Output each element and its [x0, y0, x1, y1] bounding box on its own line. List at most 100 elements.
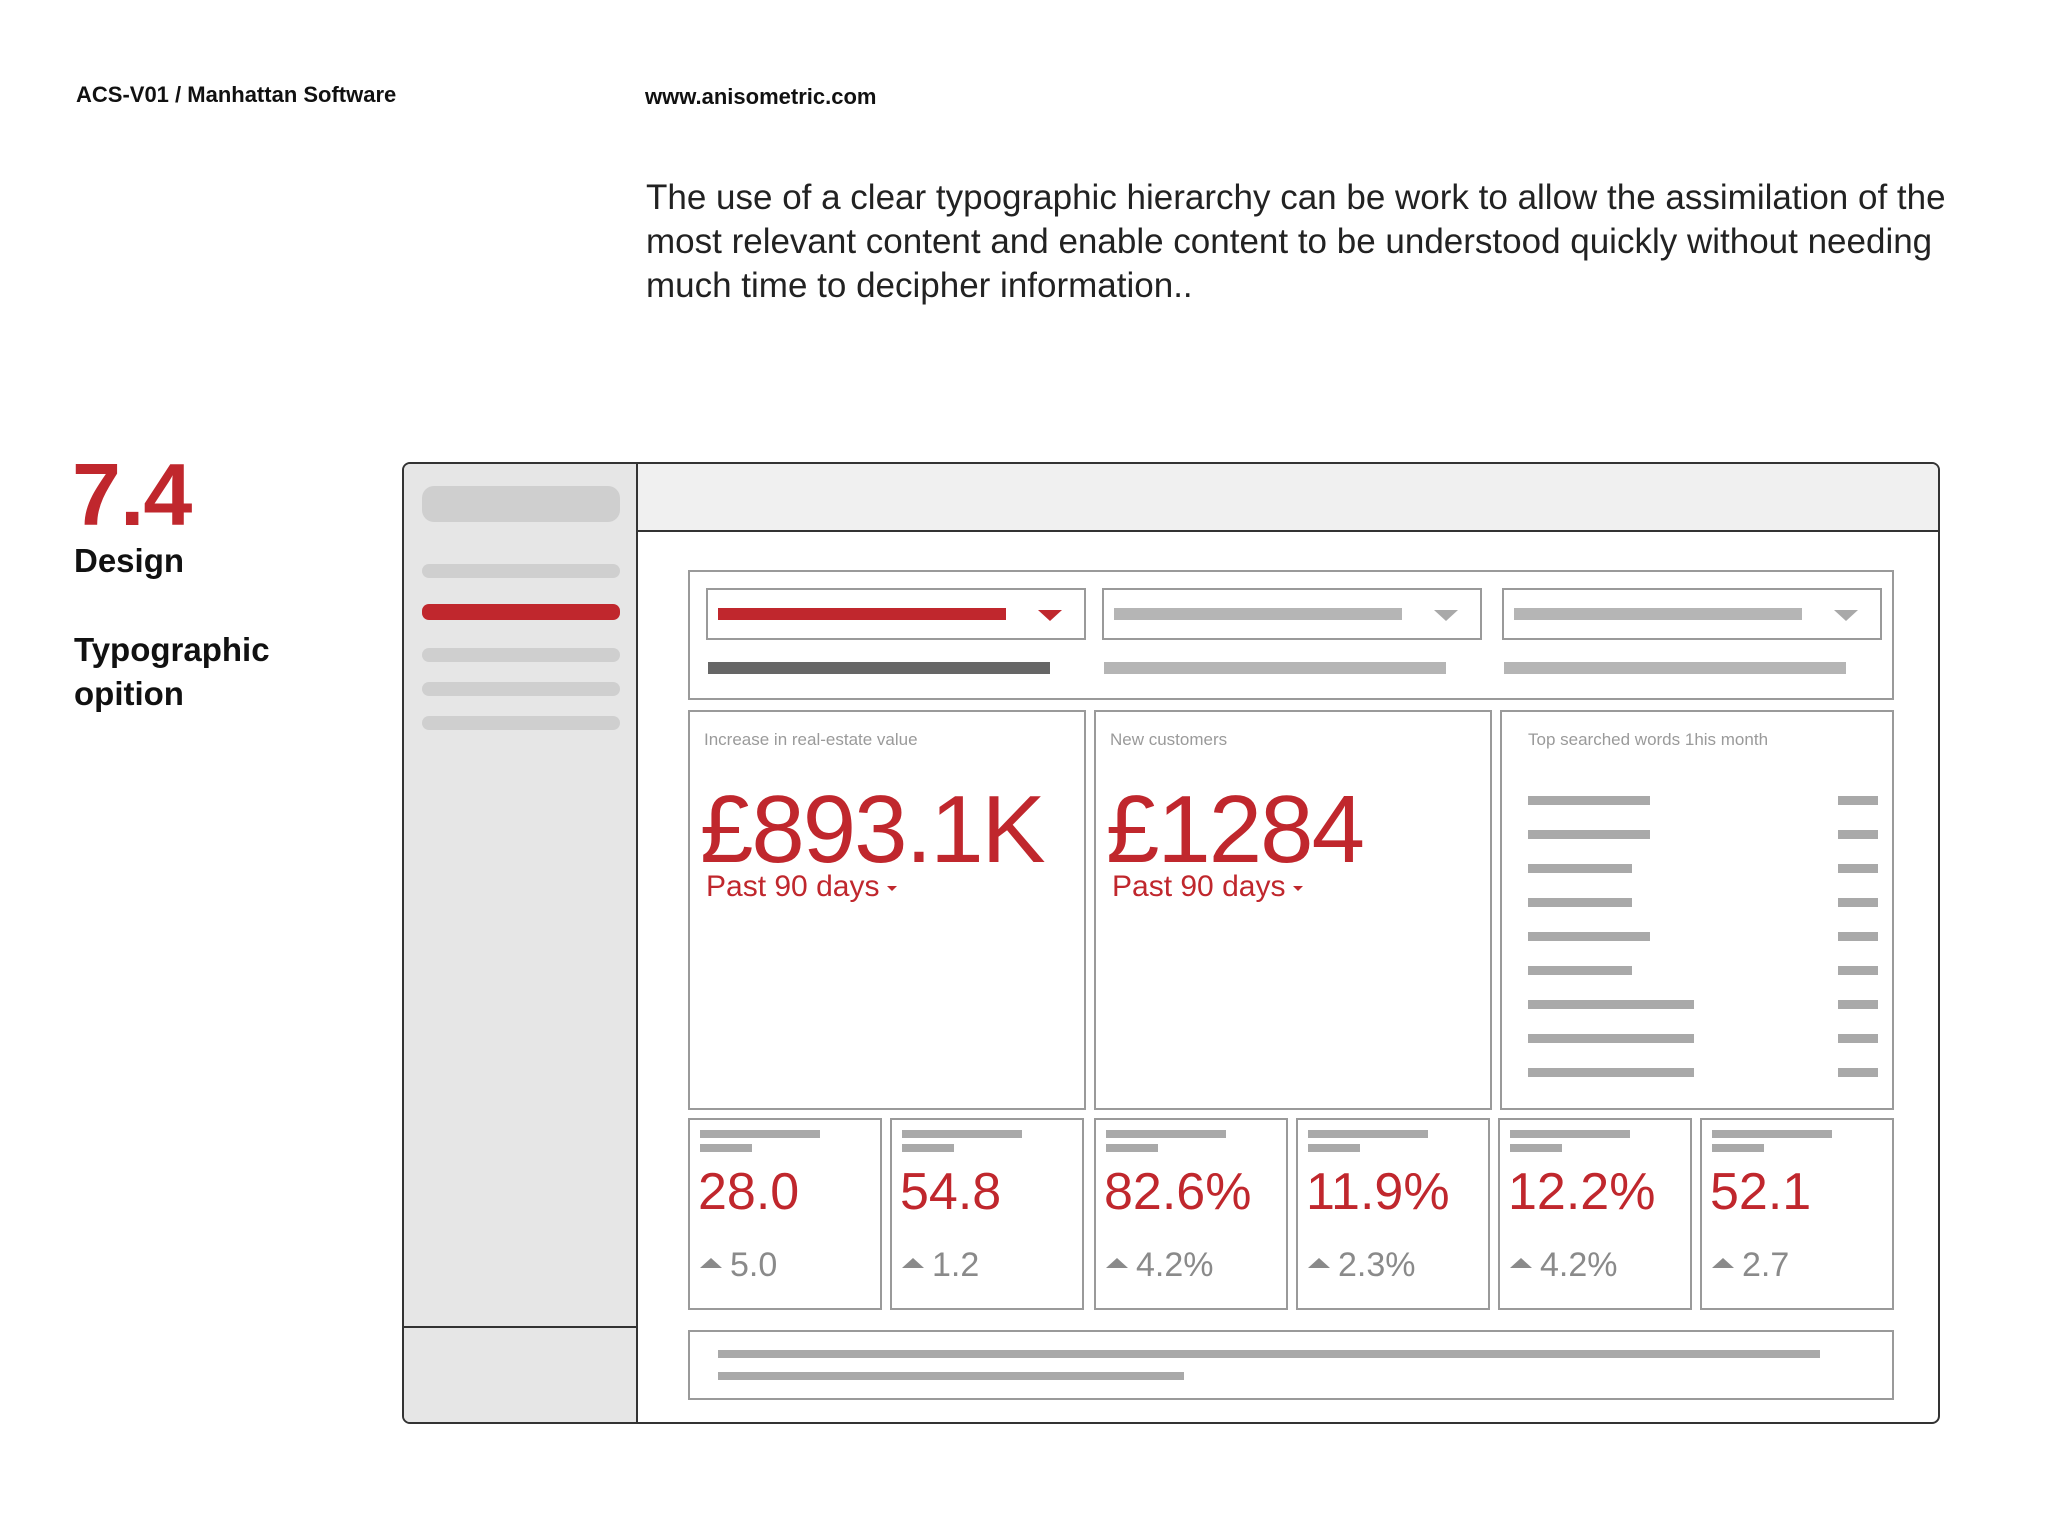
sidebar-item-placeholder[interactable]: [422, 682, 620, 696]
chevron-down-icon: [1834, 610, 1858, 621]
caret-down-icon: [1293, 885, 1304, 891]
footer-panel: [688, 1330, 1894, 1400]
count-placeholder: [1838, 864, 1878, 873]
word-placeholder: [1528, 796, 1650, 805]
dropdown-value-placeholder: [718, 608, 1006, 620]
kpi-value: 12.2%: [1508, 1163, 1656, 1221]
kpi-value: 52.1: [1710, 1163, 1812, 1221]
trend-up-icon: [1308, 1258, 1330, 1269]
card-title: New customers: [1110, 730, 1228, 749]
word-placeholder: [1528, 1034, 1694, 1043]
filter-panel: [688, 570, 1894, 700]
count-placeholder: [1838, 966, 1878, 975]
wireframe-sidebar: [404, 464, 638, 1422]
dropdown-value-placeholder: [1114, 608, 1402, 620]
text-line-placeholder: [718, 1350, 1820, 1358]
kpi-tile: 52.1 2.7: [1700, 1118, 1894, 1310]
count-placeholder: [1838, 898, 1878, 907]
kpi-label-placeholder: [1106, 1144, 1158, 1152]
filter-label: [1504, 662, 1846, 674]
word-placeholder: [1528, 898, 1632, 907]
count-placeholder: [1838, 1068, 1878, 1077]
sidebar-item-placeholder[interactable]: [422, 648, 620, 662]
top-words-card: Top searched words 1his month: [1500, 710, 1894, 1110]
period-label: Past 90 days: [1112, 870, 1286, 903]
sidebar-search-placeholder[interactable]: [422, 486, 620, 522]
kpi-value: 28.0: [698, 1163, 800, 1221]
kpi-label-placeholder: [1510, 1144, 1562, 1152]
trend-up-icon: [1106, 1258, 1128, 1269]
word-placeholder: [1528, 1068, 1694, 1077]
kpi-delta: 1.2: [932, 1246, 980, 1284]
kpi-delta: 2.3%: [1338, 1246, 1416, 1284]
filter-dropdown-active[interactable]: [706, 588, 1086, 640]
sidebar-item-placeholder[interactable]: [422, 564, 620, 578]
count-placeholder: [1838, 796, 1878, 805]
section-number: 7.4: [72, 445, 192, 544]
kpi-value: 54.8: [900, 1163, 1002, 1221]
text-line-placeholder: [718, 1372, 1184, 1380]
metric-card: Increase in real-estate value £893.1K Pa…: [688, 710, 1086, 1110]
kpi-tile: 54.8 1.2: [890, 1118, 1084, 1310]
metric-card: New customers £1284 Past 90 days: [1094, 710, 1492, 1110]
trend-up-icon: [700, 1258, 722, 1269]
sidebar-item-placeholder[interactable]: [422, 716, 620, 730]
dropdown-value-placeholder: [1514, 608, 1802, 620]
chevron-down-icon: [1038, 610, 1062, 621]
count-placeholder: [1838, 1000, 1878, 1009]
period-label: Past 90 days: [706, 870, 880, 903]
card-value: £893.1K: [700, 776, 1046, 883]
kpi-delta: 4.2%: [1136, 1246, 1214, 1284]
card-value: £1284: [1106, 776, 1365, 883]
kpi-label-placeholder: [1308, 1144, 1360, 1152]
document-id: ACS-V01 / Manhattan Software: [76, 82, 397, 107]
trend-up-icon: [1510, 1258, 1532, 1269]
filter-label-active: [708, 662, 1050, 674]
sidebar-footer: [404, 1326, 636, 1422]
count-placeholder: [1838, 830, 1878, 839]
kpi-label-placeholder: [700, 1144, 752, 1152]
kpi-label-placeholder: [902, 1144, 954, 1152]
kpi-label-placeholder: [1106, 1130, 1226, 1138]
sidebar-item-active[interactable]: [422, 604, 620, 620]
kpi-label-placeholder: [1712, 1130, 1832, 1138]
card-title: Top searched words 1his month: [1528, 730, 1769, 749]
filter-label: [1104, 662, 1446, 674]
count-placeholder: [1838, 932, 1878, 941]
kpi-tile: 82.6% 4.2%: [1094, 1118, 1288, 1310]
kpi-label-placeholder: [1712, 1144, 1764, 1152]
kpi-delta: 2.7: [1742, 1246, 1790, 1284]
word-placeholder: [1528, 932, 1650, 941]
kpi-value: 82.6%: [1104, 1163, 1252, 1221]
word-placeholder: [1528, 966, 1632, 975]
section-subtitle: Typographic opition: [74, 631, 270, 712]
kpi-delta: 5.0: [730, 1246, 778, 1284]
trend-up-icon: [1712, 1258, 1734, 1269]
trend-up-icon: [902, 1258, 924, 1269]
chevron-down-icon: [1434, 610, 1458, 621]
kpi-tile: 12.2% 4.2%: [1498, 1118, 1692, 1310]
period-selector[interactable]: Past 90 days: [1112, 870, 1304, 904]
count-placeholder: [1838, 1034, 1878, 1043]
kpi-label-placeholder: [902, 1130, 1022, 1138]
card-title: Increase in real-estate value: [704, 730, 918, 749]
kpi-label-placeholder: [700, 1130, 820, 1138]
word-placeholder: [1528, 830, 1650, 839]
kpi-tile: 28.0 5.0: [688, 1118, 882, 1310]
caret-down-icon: [887, 885, 898, 891]
kpi-delta: 4.2%: [1540, 1246, 1618, 1284]
filter-dropdown[interactable]: [1502, 588, 1882, 640]
section-label: Design: [74, 542, 185, 579]
dashboard-wireframe: Increase in real-estate value £893.1K Pa…: [402, 462, 1940, 1424]
kpi-value: 11.9%: [1306, 1163, 1450, 1221]
word-placeholder: [1528, 864, 1632, 873]
kpi-label-placeholder: [1510, 1130, 1630, 1138]
intro-paragraph: The use of a clear typographic hierarchy…: [646, 178, 1946, 305]
word-placeholder: [1528, 1000, 1694, 1009]
wireframe-topbar: [638, 464, 1938, 532]
website-url[interactable]: www.anisometric.com: [645, 84, 877, 109]
filter-dropdown[interactable]: [1102, 588, 1482, 640]
period-selector[interactable]: Past 90 days: [706, 870, 898, 904]
kpi-tile: 11.9% 2.3%: [1296, 1118, 1490, 1310]
kpi-label-placeholder: [1308, 1130, 1428, 1138]
